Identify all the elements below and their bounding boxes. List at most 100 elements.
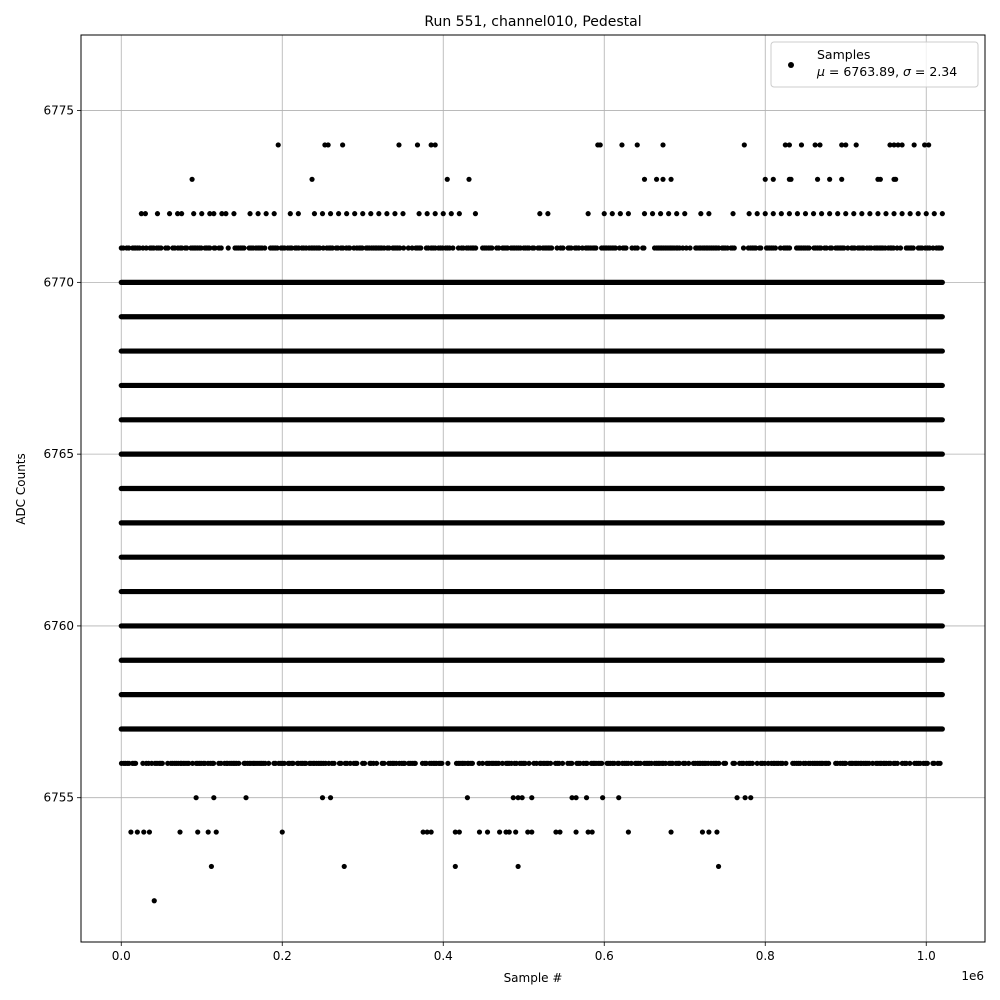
data-point [225,245,231,251]
data-point [829,245,835,251]
data-level-6771 [118,245,945,251]
data-point [142,211,148,217]
data-point [641,176,648,182]
data-point [843,760,849,766]
data-point [628,760,634,766]
data-point [649,211,656,217]
data-point [931,211,937,217]
data-point [890,245,897,251]
data-point [841,245,847,251]
x-axis-offset-text: 1e6 [961,969,984,983]
data-point [623,245,629,251]
data-point [576,245,582,251]
data-point [319,795,326,801]
data-point [151,898,157,904]
data-point [758,245,764,251]
data-point [329,245,336,251]
data-point [923,211,929,217]
data-point [666,211,672,217]
data-point [424,211,430,217]
data-point [515,863,521,870]
data-point [557,829,563,835]
data-point [223,211,229,217]
data-point [340,142,346,148]
data-point [653,176,660,182]
data-point [420,829,426,835]
data-point [660,142,666,148]
data-point [213,829,219,835]
data-point [279,829,285,835]
data-point [499,760,505,766]
data-point [384,211,390,217]
data-point [198,245,204,251]
data-point [806,245,812,251]
data-point [396,142,402,148]
data-point [255,211,261,217]
data-point [891,142,897,148]
data-point [271,211,277,217]
data-point [788,176,794,182]
data-point [668,176,674,182]
data-point [414,142,421,148]
data-point [741,142,747,148]
data-point [585,829,591,835]
data-point [798,142,805,148]
data-point [939,211,945,217]
data-point [817,142,823,148]
data-point [218,245,224,251]
data-point [452,829,458,835]
data-point [731,760,738,766]
data-point [637,760,644,766]
data-point [749,760,756,766]
data-point [473,245,479,251]
data-point [236,760,242,766]
data-point [682,211,688,217]
data-point [754,760,760,766]
data-point [174,211,181,217]
legend-series-name: Samples [817,47,870,62]
x-tick-label: 0.6 [595,949,614,963]
data-point [926,142,932,148]
data-point [506,829,512,835]
data-point [553,829,559,835]
data-point [522,760,528,766]
data-point [212,245,218,251]
data-point [335,211,342,217]
chart-title: Run 551, channel010, Pedestal [424,14,641,30]
data-point [802,211,809,217]
data-point [231,211,237,217]
data-point [814,176,821,182]
data-point [625,211,631,217]
data-point [641,211,648,217]
data-point [899,211,905,217]
data-point [843,211,849,217]
data-point [938,245,945,251]
data-point [924,760,930,766]
data-point [327,795,334,801]
data-point [762,176,768,182]
data-point [247,211,253,217]
data-point [686,760,692,766]
data-point [682,760,688,766]
legend-stats-label: μ = 6763.89, σ = 2.34 [816,64,957,79]
data-point [207,211,213,217]
data-point [193,795,199,801]
data-point [274,245,280,251]
data-point [612,245,619,251]
data-point [573,829,579,835]
data-point [547,760,554,766]
data-point [159,760,165,766]
data-point [452,863,458,870]
data-point [835,211,841,217]
data-point [597,142,603,148]
x-axis-label: Sample # [504,971,563,985]
data-point [303,760,309,766]
plot-frame [80,34,986,943]
data-point [450,245,456,251]
data-point [428,829,434,835]
x-tick-label: 0.2 [273,949,292,963]
data-point [826,760,832,766]
